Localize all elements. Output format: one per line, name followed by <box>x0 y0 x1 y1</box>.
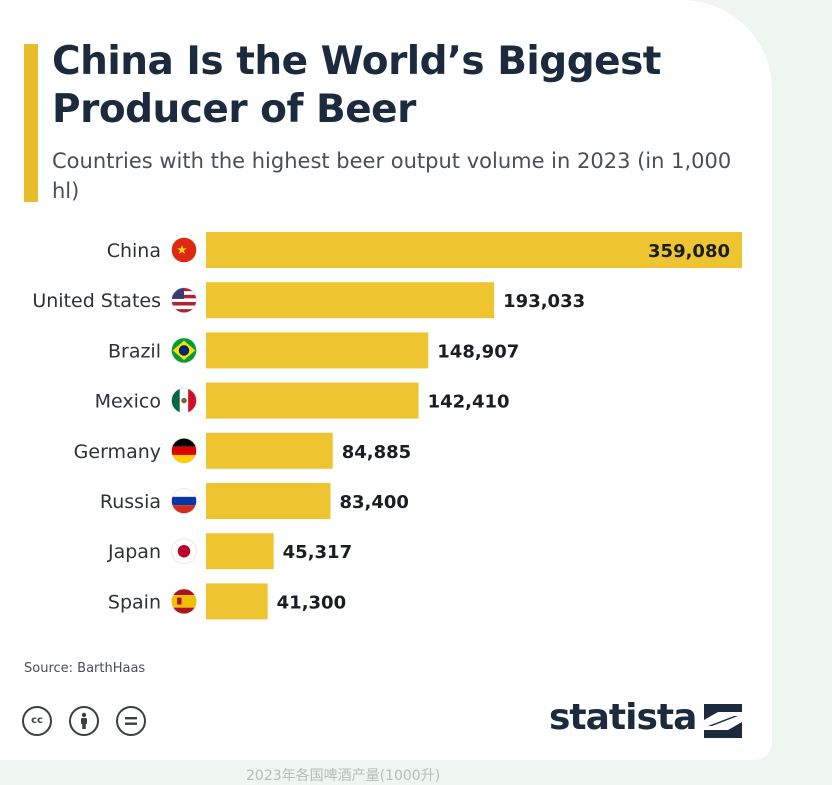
chart-title: China Is the World’s Biggest Producer of… <box>52 39 661 132</box>
flag-ring <box>171 337 197 364</box>
flag-ring <box>171 538 197 565</box>
flag-ring <box>171 438 197 464</box>
flag-ring <box>171 237 197 263</box>
category-label: Mexico <box>95 391 161 413</box>
china-flag-icon <box>171 237 197 263</box>
bar <box>206 432 333 469</box>
japan-flag-icon <box>171 538 197 564</box>
category-label: Russia <box>100 491 161 513</box>
bar <box>206 332 429 369</box>
bar <box>206 282 495 319</box>
russia-flag-icon <box>171 488 197 514</box>
bar-chart: China 359,080 United States 193,033 Brazil 14… <box>32 232 742 620</box>
usa-flag-icon <box>171 287 197 313</box>
germany-flag-icon <box>171 438 197 464</box>
category-label: China <box>107 240 161 262</box>
statista-logo-icon <box>704 704 742 738</box>
value-label: 41,300 <box>277 592 346 613</box>
brazil-flag-icon <box>171 337 197 363</box>
category-label: Spain <box>108 591 161 613</box>
category-label: Brazil <box>108 340 161 362</box>
value-label: 83,400 <box>339 492 408 513</box>
value-label: 148,907 <box>437 341 519 362</box>
flag-ring <box>171 287 197 313</box>
chart-subtitle: Countries with the highest beer output v… <box>52 149 732 203</box>
bar <box>206 382 419 419</box>
category-label: Japan <box>107 541 161 563</box>
value-label: 84,885 <box>342 442 411 463</box>
flag-ring <box>171 488 197 514</box>
source-note: Source: BarthHaas <box>24 661 146 676</box>
flag-ring <box>171 387 197 414</box>
no-derivatives-icon[interactable] <box>116 706 146 736</box>
flag-ring <box>171 588 197 615</box>
title-accent-bar <box>24 44 38 202</box>
category-label: United States <box>32 290 161 312</box>
statista-logo-text: statista <box>549 697 697 738</box>
spain-flag-icon <box>171 588 197 614</box>
bar <box>206 583 268 620</box>
bar <box>206 232 742 268</box>
category-label: Germany <box>74 441 161 463</box>
bar <box>206 533 274 570</box>
cc-icon[interactable]: cc <box>22 706 52 736</box>
value-label: 142,410 <box>428 392 510 413</box>
bottom-caption: 2023年各国啤酒产量(1000升) <box>246 768 441 784</box>
bar <box>206 483 331 519</box>
value-label: 45,317 <box>283 542 352 563</box>
mexico-flag-icon <box>171 388 197 414</box>
value-label: 193,033 <box>503 291 585 312</box>
infographic-card: China Is the World’s Biggest Producer of… <box>0 0 772 760</box>
value-label: 359,080 <box>648 241 730 262</box>
attribution-icon[interactable] <box>69 706 99 736</box>
